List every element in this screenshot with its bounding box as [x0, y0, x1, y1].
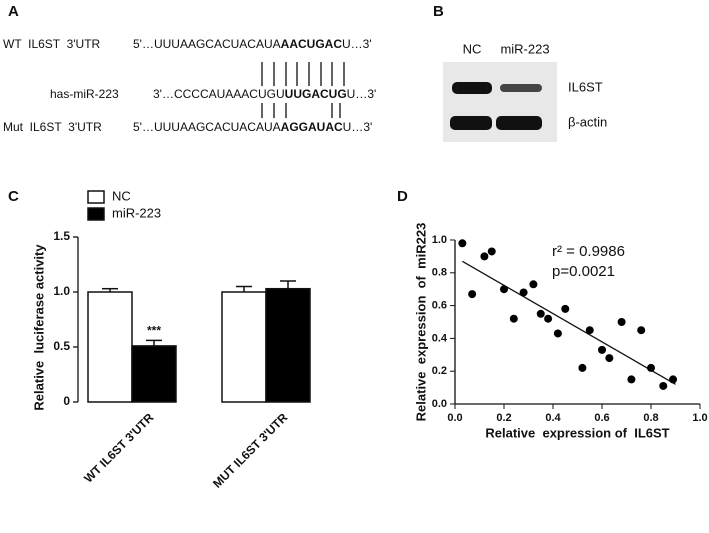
x-tick-label: 0.0	[447, 412, 462, 424]
panel-label: A	[8, 3, 19, 20]
seq-core: UUGACUG	[285, 87, 347, 101]
bar	[265, 287, 311, 403]
x-tick-label: 1.0	[692, 412, 707, 424]
point	[529, 280, 538, 289]
legend-swatch	[87, 207, 105, 221]
seq-start: 5'…UUUAAGCACUACAUA	[133, 120, 281, 134]
row-label: has-miR-223	[50, 87, 119, 101]
point	[480, 252, 489, 261]
point	[458, 239, 467, 248]
panel-label: C	[8, 188, 19, 205]
point	[669, 375, 678, 384]
point	[500, 285, 508, 294]
point	[647, 363, 655, 372]
y-tick-label: 0	[63, 394, 70, 408]
lane-label: miR-223	[500, 41, 549, 56]
protein-label: β-actin	[568, 114, 607, 129]
panel-label: B	[433, 3, 444, 20]
y-axis-label: Relative expression of miR223	[413, 223, 428, 422]
legend-label: NC	[112, 188, 131, 203]
y-tick-label: 0.4	[432, 332, 448, 344]
point	[627, 375, 636, 384]
point	[585, 326, 594, 335]
point	[544, 314, 553, 323]
point	[605, 354, 614, 363]
x-tick-label: 0.8	[643, 412, 658, 424]
protein-label: IL6ST	[568, 79, 603, 94]
blot-band	[500, 84, 542, 92]
trendline	[462, 260, 676, 385]
x-tick-label: 0.6	[594, 412, 609, 424]
point	[659, 381, 668, 390]
point	[509, 314, 518, 323]
y-tick-label: 0.0	[432, 398, 447, 410]
y-tick-label: 1.0	[432, 234, 447, 246]
blot-band	[496, 116, 542, 130]
x-axis-label: Relative expression of IL6ST	[485, 425, 669, 440]
y-tick-label: 0.8	[432, 267, 447, 279]
bar	[221, 291, 267, 403]
sequence: 5'…UUUAAGCACUACAUAAACUGACU…3'	[133, 37, 372, 51]
lane-label: NC	[463, 41, 482, 56]
seq-core: AGGAUAC	[281, 120, 343, 134]
point	[578, 363, 587, 372]
panel-label: D	[397, 188, 408, 205]
pairing-lines	[261, 62, 345, 118]
sequence: 3'…CCCCAUAAACUGUUUGACUGU…3'	[153, 87, 376, 101]
point	[598, 345, 606, 354]
y-axis-label: Relative luciferase activity	[31, 244, 46, 411]
bar	[131, 345, 177, 403]
legend-label: miR-223	[112, 205, 161, 220]
seq-core: AACUGAC	[281, 37, 343, 51]
y-tick-label: 0.6	[432, 300, 447, 312]
seq-end: U…3'	[343, 120, 373, 134]
seq-end: U…3'	[347, 87, 377, 101]
point	[519, 288, 528, 297]
y-tick-label: 0.2	[432, 365, 447, 377]
seq-start: 5'…UUUAAGCACUACAUA	[133, 37, 281, 51]
seq-end: U…3'	[342, 37, 372, 51]
blot-band	[452, 82, 492, 94]
point	[536, 309, 545, 318]
y-tick-label: 1.5	[53, 229, 70, 243]
bar	[87, 291, 133, 403]
annotation: ***	[147, 324, 161, 338]
row-label: WT IL6ST 3'UTR	[3, 37, 101, 51]
row-label: Mut IL6ST 3'UTR	[3, 120, 102, 134]
y-tick-label: 0.5	[53, 339, 70, 353]
annotation: r² = 0.9986	[552, 243, 625, 260]
point	[487, 247, 496, 256]
y-tick-label: 1.0	[53, 284, 70, 298]
point	[637, 326, 646, 335]
seq-start: 3'…CCCCAUAAACUGU	[153, 87, 285, 101]
blot-band	[450, 116, 492, 130]
x-tick-label: MUT IL6ST 3'UTR	[210, 410, 291, 491]
x-tick-label: WT IL6ST 3'UTR	[81, 410, 156, 485]
point	[561, 304, 570, 313]
annotation: p=0.0021	[552, 263, 615, 280]
point	[553, 329, 562, 338]
x-tick-label: 0.2	[496, 412, 511, 424]
sequence: 5'…UUUAAGCACUACAUAAGGAUACU…3'	[133, 120, 372, 134]
point	[617, 318, 626, 326]
legend-swatch	[87, 190, 105, 204]
x-tick-label: 0.4	[545, 412, 561, 424]
point	[468, 290, 477, 299]
